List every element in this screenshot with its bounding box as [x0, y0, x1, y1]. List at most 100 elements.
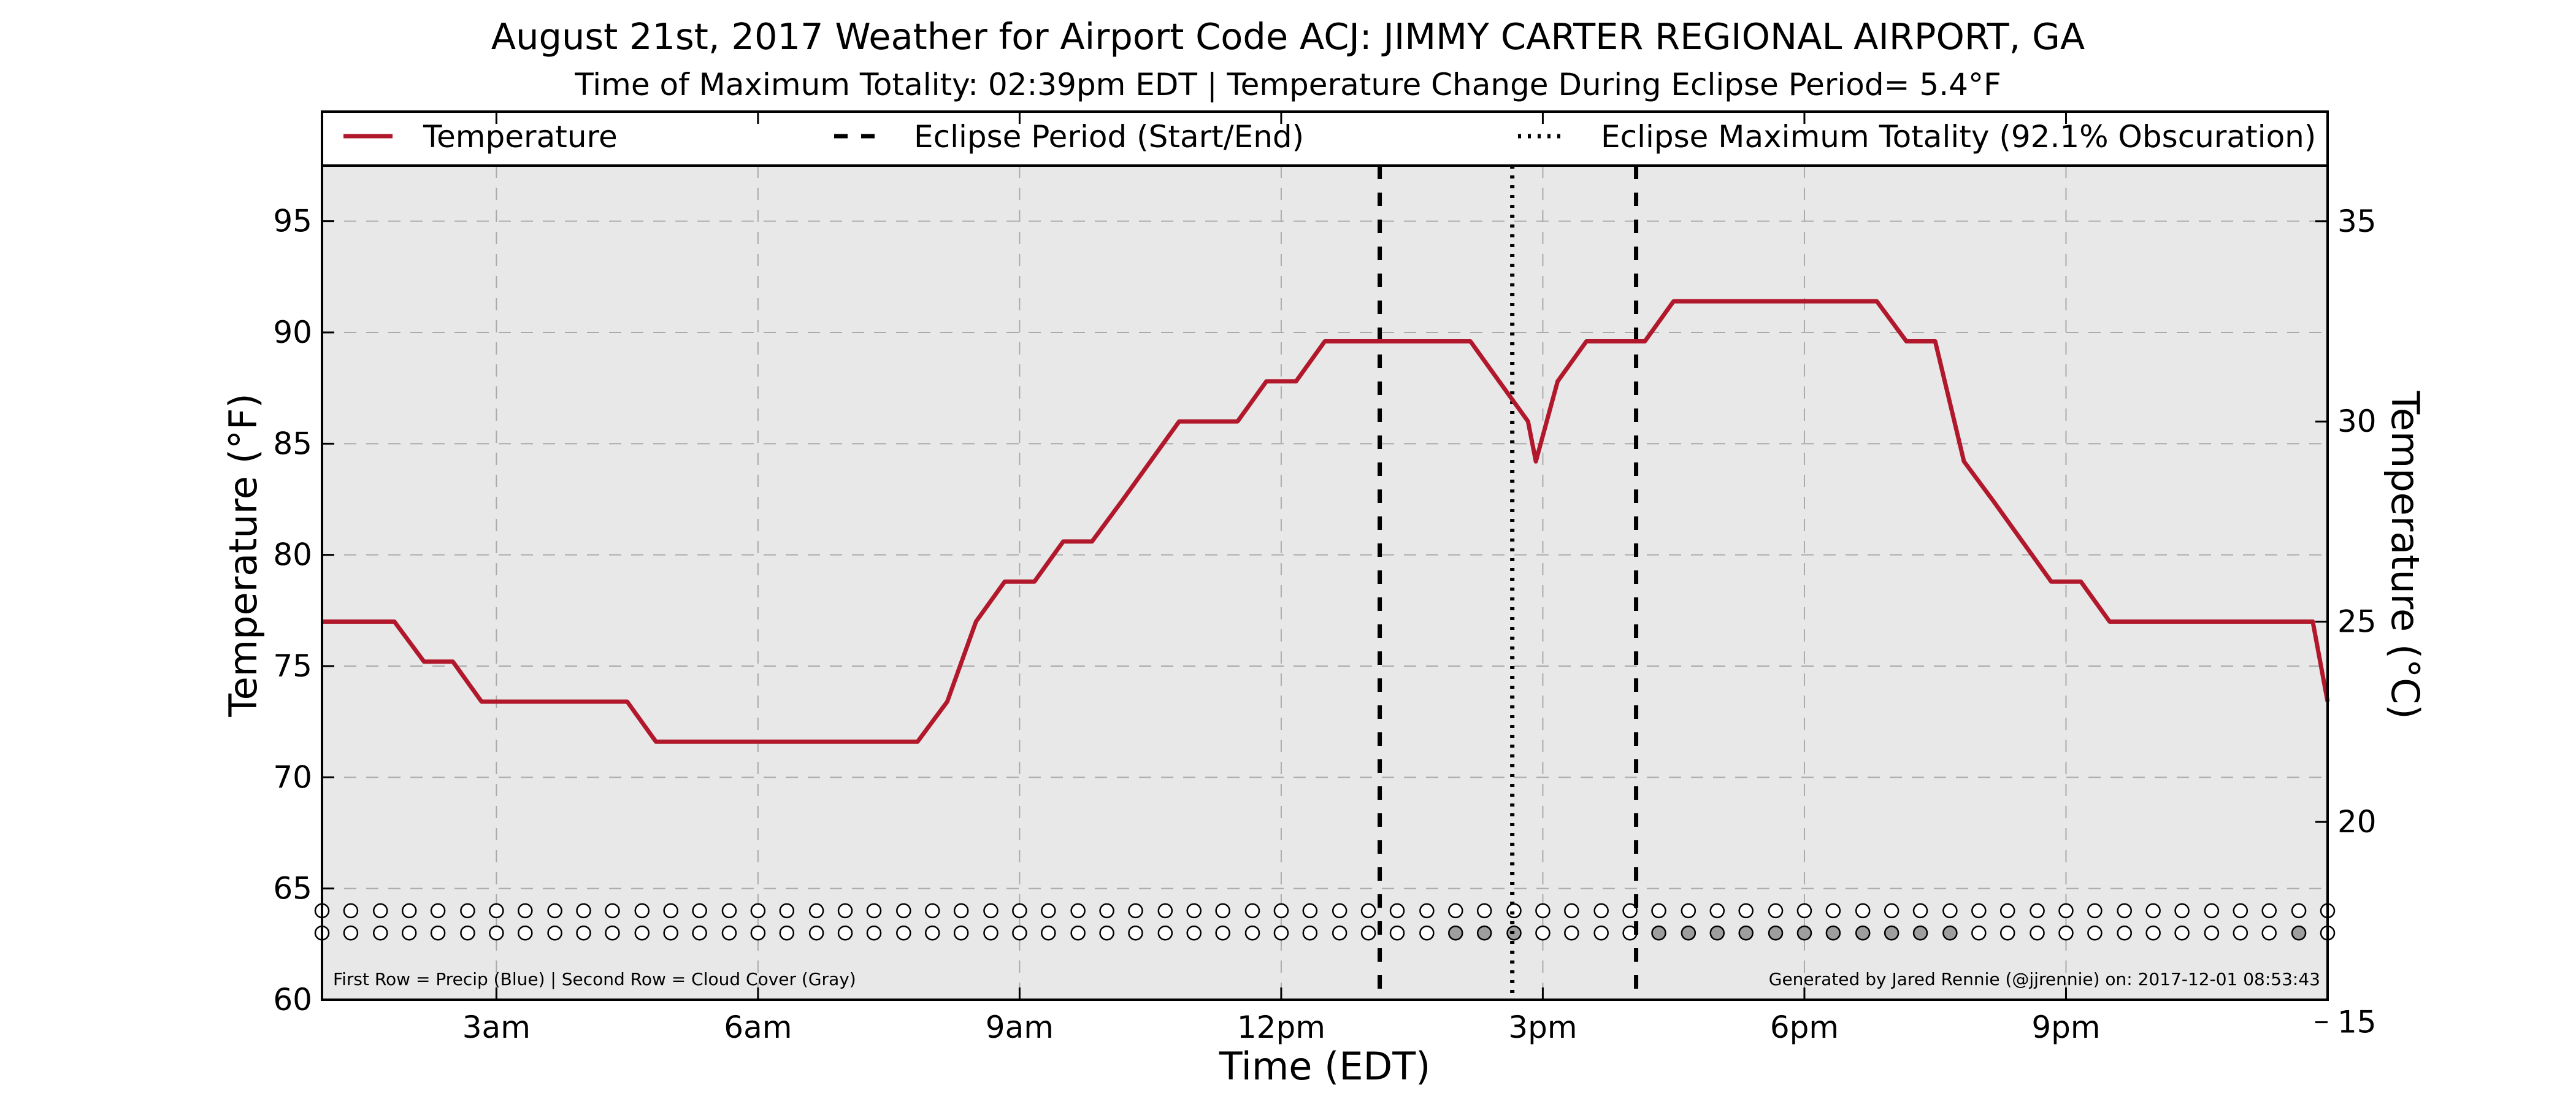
cloud-cover-indicator	[1389, 925, 1405, 941]
y2-axis-ticks: 15 20 25 30 35	[2315, 204, 2377, 1040]
cloud-cover-indicator	[779, 925, 795, 941]
precip-indicator	[2233, 903, 2248, 919]
cloud-cover-indicator	[343, 925, 359, 941]
y2-axis-label: Temperature (°C)	[2383, 390, 2428, 719]
precip-indicator	[866, 903, 882, 919]
precip-indicator	[1768, 903, 1784, 919]
precip-indicator	[1825, 903, 1841, 919]
precip-indicator	[1128, 903, 1143, 919]
cloud-cover-indicator	[1884, 925, 1899, 941]
precip-indicator	[1244, 903, 1260, 919]
cloud-cover-indicator	[1332, 925, 1347, 941]
cloud-cover-indicator	[2174, 925, 2190, 941]
precip-indicator	[401, 903, 417, 919]
x-tick-label: 6am	[724, 1010, 792, 1045]
cloud-cover-indicator	[1942, 925, 1958, 941]
precip-indicator	[924, 903, 940, 919]
x-tick-label: 9pm	[2031, 1010, 2100, 1045]
precip-indicator	[1360, 903, 1376, 919]
x-tick-label: 3am	[462, 1010, 531, 1045]
temperature-line	[322, 299, 2330, 744]
y-tick-label: 65	[273, 871, 312, 907]
precip-indicator	[1971, 903, 1987, 919]
cloud-cover-indicator	[2030, 925, 2045, 941]
y-axis-label: Temperature (°F)	[221, 393, 266, 717]
precip-indicator	[2174, 903, 2190, 919]
precip-indicator	[634, 903, 650, 919]
cloud-cover-indicator	[1012, 925, 1027, 941]
x-tick-label: 9am	[986, 1010, 1054, 1045]
precip-indicator	[1389, 903, 1405, 919]
cloud-cover-indicator	[2058, 925, 2074, 941]
cloud-cover-indicator	[2117, 925, 2132, 941]
precip-indicator	[808, 903, 824, 919]
plot-area	[322, 166, 2328, 1000]
cloud-cover-indicator	[721, 925, 737, 941]
cloud-cover-indicator	[1273, 925, 1289, 941]
precip-indicator	[1332, 903, 1347, 919]
precip-indicator	[1564, 903, 1579, 919]
y-tick-label: 75	[273, 648, 312, 684]
chart-subtitle: Time of Maximum Totality: 02:39pm EDT | …	[574, 67, 2001, 102]
cloud-cover-indicator	[1912, 925, 1928, 941]
precip-indicator	[1419, 903, 1435, 919]
precip-indicator	[750, 903, 766, 919]
cloud-cover-indicator	[489, 925, 504, 941]
cloud-cover-indicator	[1448, 925, 1463, 941]
cloud-cover-indicator	[1768, 925, 1784, 941]
cloud-cover-indicator	[1041, 925, 1056, 941]
cloud-cover-indicator	[1419, 925, 1435, 941]
cloud-cover-indicator	[866, 925, 882, 941]
precip-indicator	[1651, 903, 1666, 919]
cloud-cover-indicator	[692, 925, 707, 941]
cloud-cover-indicator	[547, 925, 562, 941]
precip-indicator	[430, 903, 446, 919]
precip-indicator	[1855, 903, 1871, 919]
precip-indicator	[1999, 903, 2015, 919]
cloud-cover-indicator	[1186, 925, 1202, 941]
precip-indicator	[2145, 903, 2161, 919]
precip-indicator	[779, 903, 795, 919]
cloud-cover-indicator	[1681, 925, 1696, 941]
x-axis-ticks: 3am 6am 9am 12pm 3pm 6pm 9pm	[462, 112, 2101, 1045]
precip-indicator	[2058, 903, 2074, 919]
cloud-cover-indicator	[1535, 925, 1551, 941]
y2-tick-label: 25	[2337, 604, 2377, 640]
cloud-cover-indicator	[837, 925, 853, 941]
precip-indicator	[1186, 903, 1202, 919]
cloud-cover-indicator	[2087, 925, 2103, 941]
precip-indicator	[1912, 903, 1928, 919]
precip-indicator	[692, 903, 707, 919]
precip-indicator	[373, 903, 388, 919]
precip-indicator	[1738, 903, 1754, 919]
precip-indicator	[1535, 903, 1551, 919]
cloud-cover-indicator	[1738, 925, 1754, 941]
precip-indicator	[1041, 903, 1056, 919]
cloud-cover-indicator	[1651, 925, 1666, 941]
x-tick-label: 6pm	[1770, 1010, 1839, 1045]
precip-indicator	[1884, 903, 1899, 919]
precip-indicator	[1302, 903, 1318, 919]
precip-indicator	[1070, 903, 1086, 919]
y-tick-label: 95	[273, 204, 312, 239]
cloud-cover-indicator	[1157, 925, 1173, 941]
cloud-cover-indicator	[2204, 925, 2220, 941]
precip-indicator	[1448, 903, 1463, 919]
precip-indicator	[547, 903, 562, 919]
cloud-cover-indicator	[1099, 925, 1114, 941]
cloud-cover-indicator	[576, 925, 591, 941]
precip-indicator	[1709, 903, 1725, 919]
precip-indicator	[837, 903, 853, 919]
precip-indicator	[518, 903, 533, 919]
cloud-cover-indicator	[1070, 925, 1086, 941]
grid-lines	[322, 166, 2328, 1000]
cloud-cover-indicator	[1709, 925, 1725, 941]
precip-indicator	[983, 903, 999, 919]
precip-indicator	[489, 903, 504, 919]
cloud-cover-indicator	[1999, 925, 2015, 941]
cloud-cover-indicator	[605, 925, 620, 941]
y2-tick-label: 15	[2337, 1005, 2377, 1040]
footnote-left: First Row = Precip (Blue) | Second Row =…	[333, 969, 856, 989]
precip-indicator	[1796, 903, 1812, 919]
precip-indicator	[1157, 903, 1173, 919]
